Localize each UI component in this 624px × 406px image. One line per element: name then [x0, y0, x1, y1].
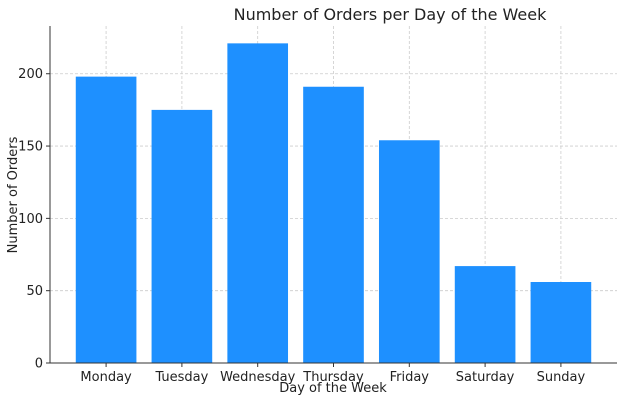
- bar-thursday: [303, 86, 364, 364]
- bar-saturday: [454, 266, 516, 363]
- bars: [75, 43, 592, 364]
- y-tick-label: 200: [18, 67, 43, 82]
- bar-wednesday: [227, 43, 289, 363]
- axes: 0 50 100 150 200 Monday Tuesday Wednesday Thursd…: [18, 26, 617, 385]
- x-tick-label: Friday: [390, 370, 430, 385]
- x-axis-label: Day of the Week: [279, 381, 387, 396]
- x-tick-label: Saturday: [456, 370, 515, 385]
- chart-title: Number of Orders per Day of the Week: [234, 5, 548, 24]
- y-tick-label: 0: [35, 357, 43, 372]
- y-tick-label: 100: [18, 212, 43, 227]
- y-tick-label: 50: [26, 284, 43, 299]
- y-axis-label: Number of Orders: [6, 136, 21, 253]
- bar-monday: [75, 76, 137, 363]
- x-tick-label: Thursday: [302, 370, 364, 385]
- x-tick-label: Tuesday: [154, 370, 208, 385]
- x-tick-label: Monday: [80, 370, 132, 385]
- bar-sunday: [530, 282, 592, 363]
- bar-friday: [378, 140, 440, 363]
- y-tick-label: 150: [18, 140, 43, 155]
- bar-tuesday: [151, 109, 213, 363]
- x-tick-label: Wednesday: [220, 370, 296, 385]
- x-tick-label: Sunday: [537, 370, 586, 385]
